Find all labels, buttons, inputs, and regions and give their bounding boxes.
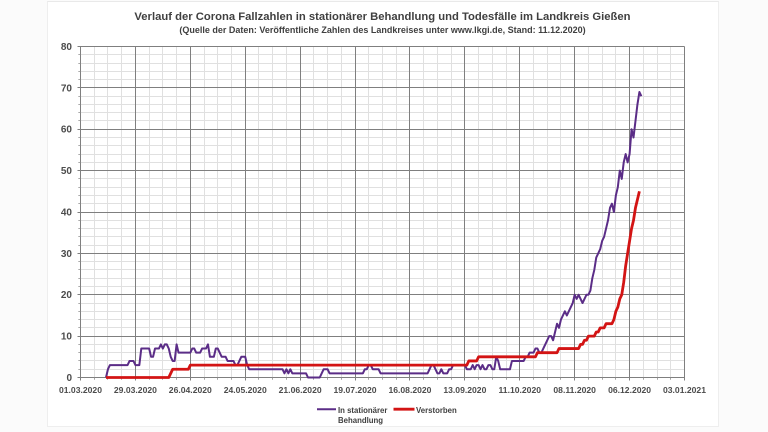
svg-text:70: 70 <box>61 83 73 94</box>
svg-text:(Quelle der Daten: Veröffentli: (Quelle der Daten: Veröffentliche Zahlen… <box>179 25 585 35</box>
svg-text:50: 50 <box>61 166 73 177</box>
svg-text:80: 80 <box>61 42 73 53</box>
svg-text:Behandlung: Behandlung <box>338 416 383 425</box>
svg-text:20: 20 <box>61 290 73 301</box>
svg-text:01.03.2020: 01.03.2020 <box>59 385 102 395</box>
svg-text:26.04.2020: 26.04.2020 <box>169 385 212 395</box>
svg-text:Verstorben: Verstorben <box>416 406 457 415</box>
svg-text:24.05.2020: 24.05.2020 <box>224 385 267 395</box>
svg-text:40: 40 <box>61 207 73 218</box>
svg-text:Verlauf der Corona Fallzahlen: Verlauf der Corona Fallzahlen in station… <box>134 11 630 23</box>
svg-text:30: 30 <box>61 249 73 260</box>
svg-text:21.06.2020: 21.06.2020 <box>279 385 322 395</box>
svg-text:60: 60 <box>61 125 73 136</box>
svg-text:08.11.2020: 08.11.2020 <box>553 385 596 395</box>
svg-text:06.12.2020: 06.12.2020 <box>608 385 651 395</box>
svg-text:03.01.2021: 03.01.2021 <box>663 385 706 395</box>
svg-text:In stationärer: In stationärer <box>338 406 387 415</box>
svg-text:16.08.2020: 16.08.2020 <box>388 385 431 395</box>
svg-text:29.03.2020: 29.03.2020 <box>114 385 157 395</box>
svg-text:10: 10 <box>61 332 73 343</box>
svg-text:19.07.2020: 19.07.2020 <box>334 385 377 395</box>
svg-text:0: 0 <box>66 373 72 384</box>
svg-text:13.09.2020: 13.09.2020 <box>443 385 486 395</box>
svg-text:11.10.2020: 11.10.2020 <box>498 385 541 395</box>
